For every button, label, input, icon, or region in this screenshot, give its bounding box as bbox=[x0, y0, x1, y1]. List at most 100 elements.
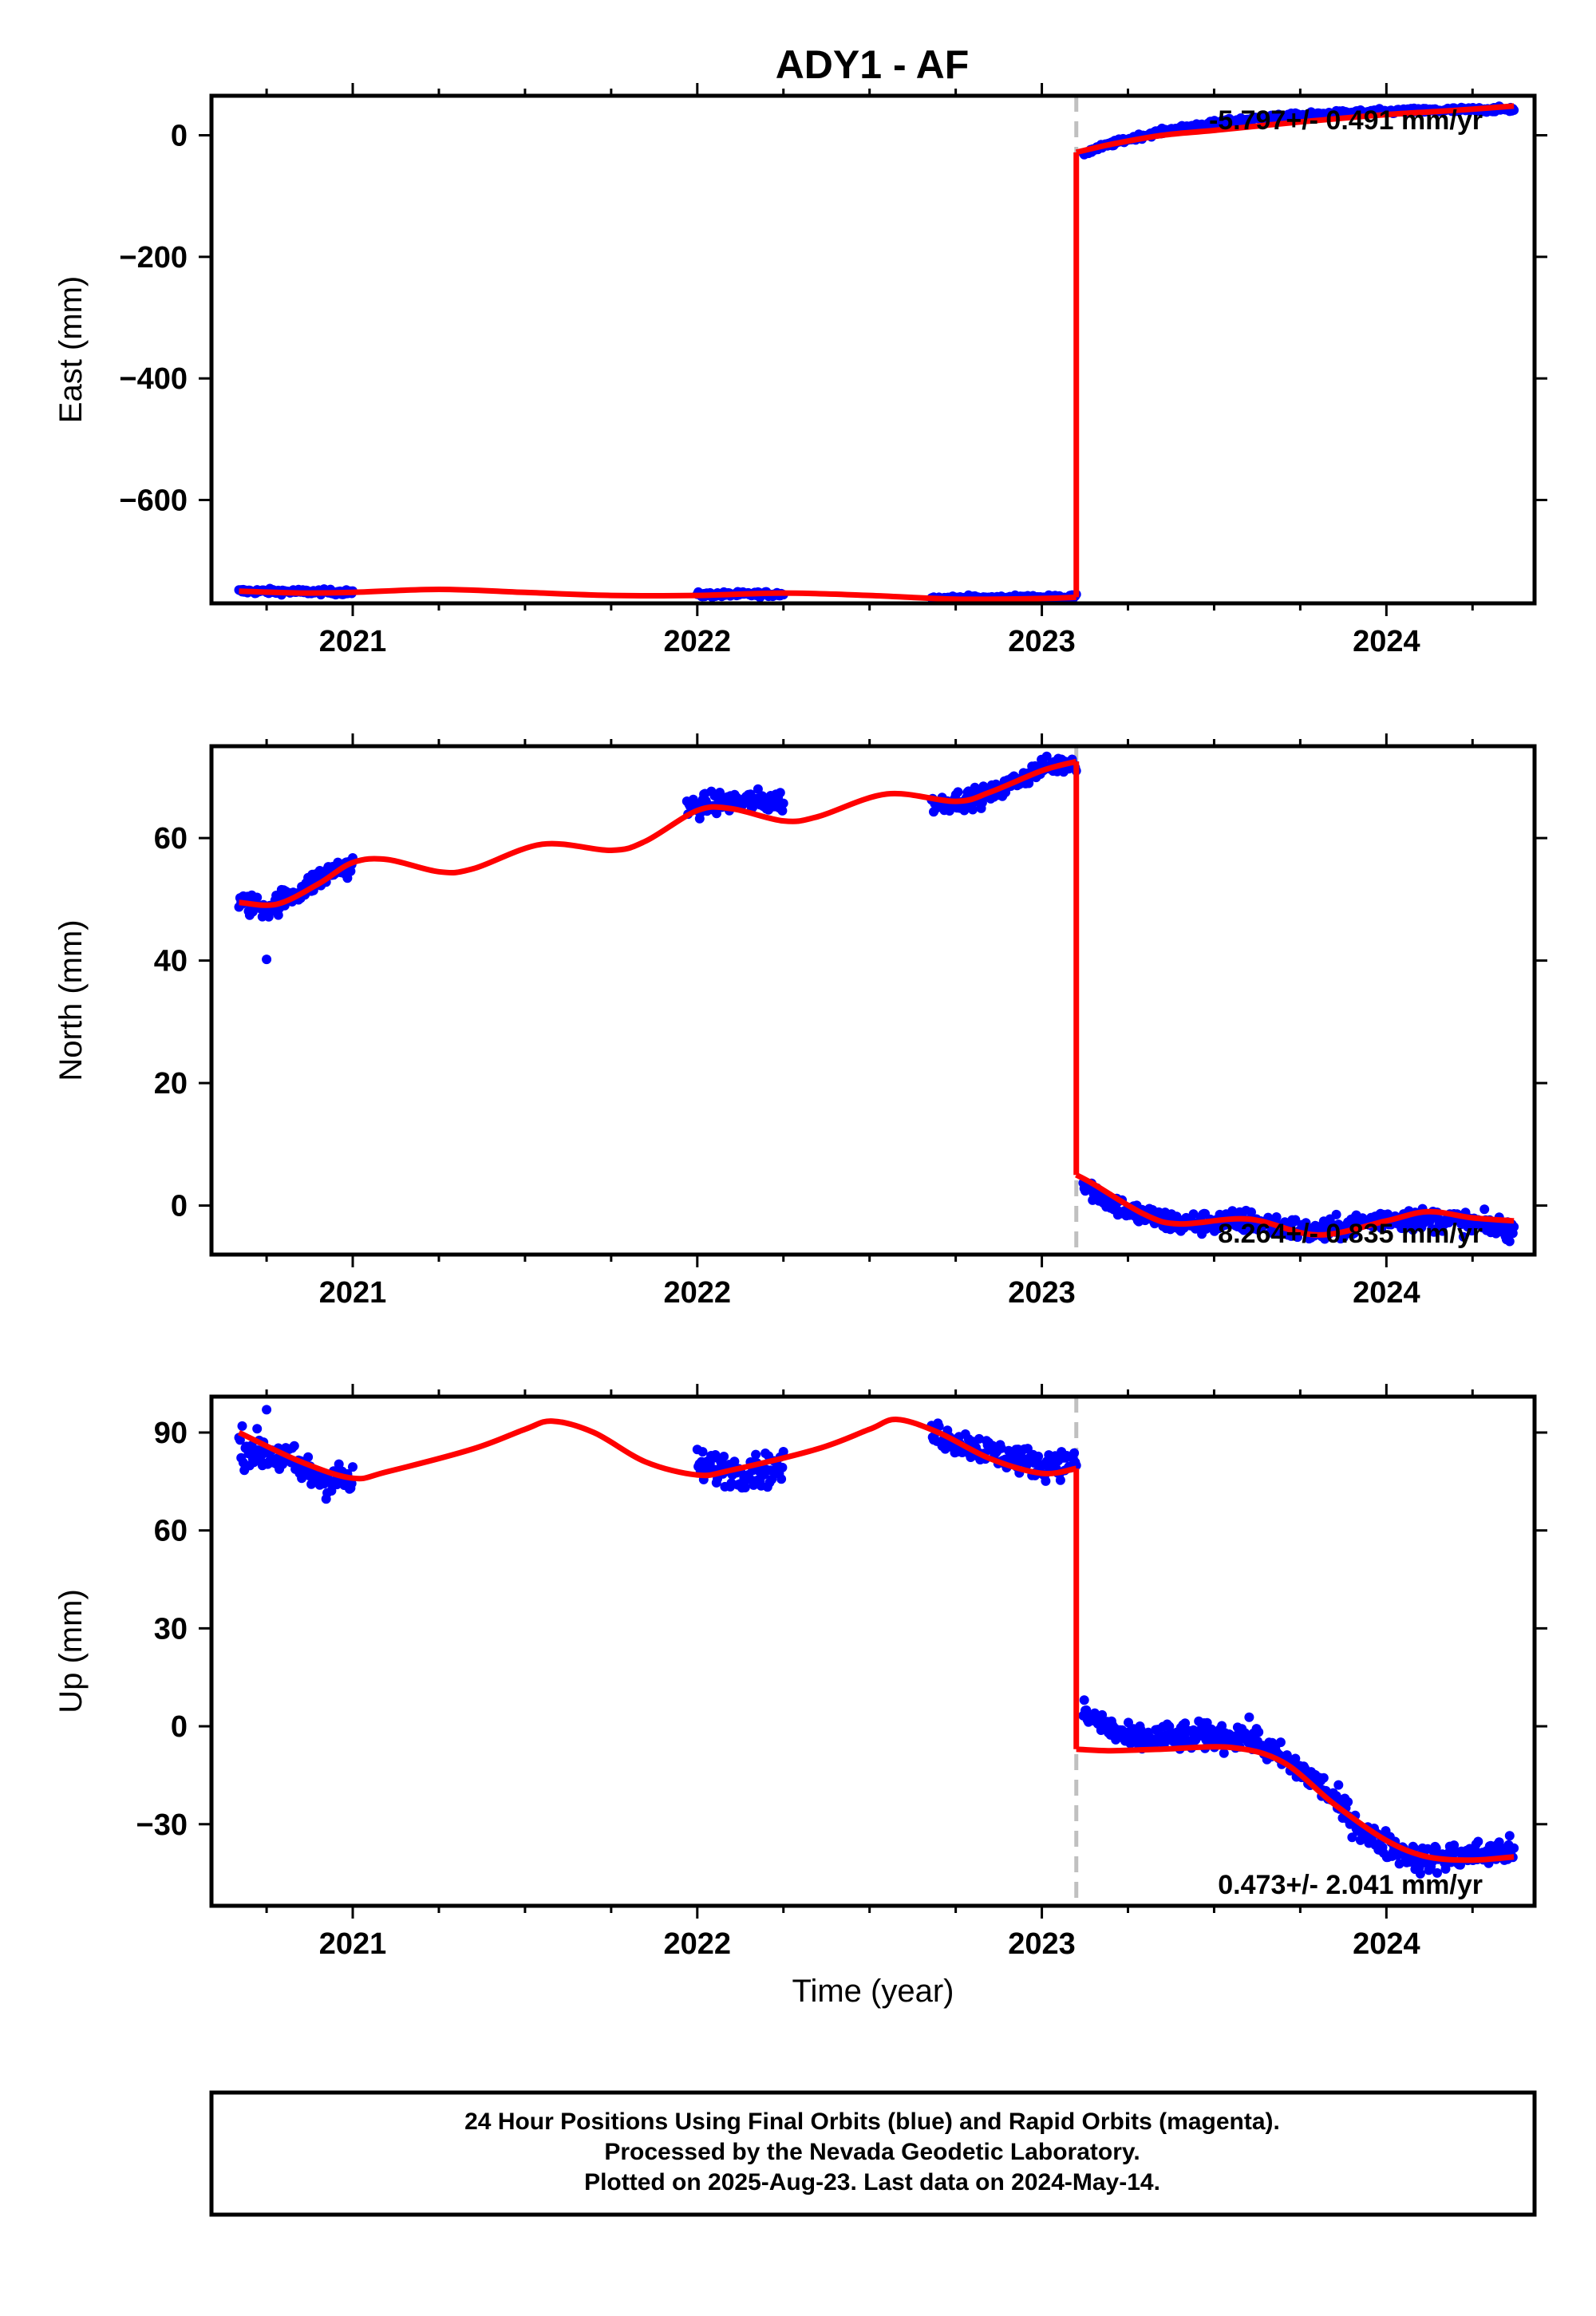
data-point bbox=[719, 1452, 729, 1461]
y-axis-label-north: North (mm) bbox=[53, 919, 89, 1081]
frame-up bbox=[209, 1394, 1537, 1908]
data-point bbox=[697, 1447, 708, 1457]
data-point bbox=[1069, 1448, 1080, 1458]
rate-annotation-north: 8.264+/- 0.835 mm/yr bbox=[1218, 1219, 1483, 1249]
data-point bbox=[1033, 1451, 1044, 1461]
x-tick-label: 2024 bbox=[1353, 1927, 1420, 1961]
data-point bbox=[778, 798, 788, 808]
data-point bbox=[1343, 1796, 1353, 1807]
x-tick-label: 2021 bbox=[319, 625, 387, 658]
y-axis-label-up: Up (mm) bbox=[53, 1589, 89, 1713]
data-point bbox=[1440, 1863, 1451, 1874]
data-point bbox=[1275, 1737, 1286, 1748]
y-tick-label: 0 bbox=[171, 1190, 188, 1223]
frame-north bbox=[209, 744, 1537, 1257]
x-axis-label: Time (year) bbox=[792, 1974, 954, 2009]
data-point bbox=[1079, 1695, 1089, 1705]
data-point bbox=[1333, 1780, 1344, 1790]
frame-east bbox=[209, 93, 1537, 606]
x-tick-label: 2023 bbox=[1008, 625, 1076, 658]
data-point bbox=[777, 805, 788, 816]
fit-line-post-up bbox=[1076, 1744, 1515, 1863]
figure-title: ADY1 - AF bbox=[776, 42, 970, 87]
data-point bbox=[334, 1459, 344, 1469]
data-point bbox=[252, 1424, 263, 1434]
data-point bbox=[1473, 1836, 1483, 1847]
tick-labels-up: 2021 2022 2023 2024 90 60 30 0 −30 bbox=[136, 1417, 1420, 1961]
data-point bbox=[1041, 751, 1052, 761]
y-axis-label-east: East (mm) bbox=[53, 276, 89, 423]
data-point bbox=[740, 1483, 750, 1492]
ticks-east bbox=[199, 83, 1547, 616]
data-point bbox=[289, 1441, 299, 1451]
x-tick-label: 2022 bbox=[664, 1927, 732, 1961]
data-point bbox=[346, 1478, 357, 1488]
x-tick-label: 2023 bbox=[1008, 1276, 1076, 1310]
y-tick-label: 60 bbox=[154, 822, 188, 856]
fit-line-post-north bbox=[1075, 1172, 1515, 1238]
fit-line-post-east bbox=[1075, 103, 1515, 156]
data-point bbox=[953, 787, 963, 797]
plot-area-up bbox=[234, 1397, 1519, 1906]
data-point bbox=[303, 1452, 314, 1462]
data-point bbox=[1479, 1204, 1490, 1215]
data-point-outlier bbox=[262, 954, 272, 965]
rate-annotation-up: 0.473+/- 2.041 mm/yr bbox=[1218, 1870, 1483, 1900]
x-tick-label: 2022 bbox=[664, 1276, 732, 1310]
x-tick-label: 2024 bbox=[1353, 1276, 1420, 1310]
ticks-up bbox=[199, 1384, 1547, 1919]
data-point bbox=[751, 1449, 761, 1460]
fit-line-pre-east bbox=[239, 587, 1077, 603]
x-tick-label: 2023 bbox=[1008, 1927, 1076, 1961]
data-point bbox=[777, 1462, 788, 1472]
data-point bbox=[1180, 1718, 1191, 1729]
data-point bbox=[1504, 1236, 1515, 1247]
data-point bbox=[1290, 1753, 1301, 1764]
x-tick-label: 2021 bbox=[319, 1276, 387, 1310]
plot-area-north bbox=[234, 746, 1519, 1255]
data-point bbox=[1504, 1831, 1515, 1841]
data-point bbox=[1432, 1867, 1442, 1878]
y-tick-label: −200 bbox=[119, 241, 188, 275]
data-point bbox=[1415, 1868, 1425, 1879]
y-tick-label: 20 bbox=[154, 1067, 188, 1101]
data-point bbox=[1509, 1843, 1519, 1853]
y-tick-label: −30 bbox=[136, 1808, 188, 1842]
x-tick-label: 2024 bbox=[1353, 625, 1420, 658]
y-tick-label: −600 bbox=[119, 484, 188, 518]
data-point bbox=[348, 1462, 358, 1472]
ticks-north bbox=[199, 733, 1547, 1267]
data-point bbox=[1509, 1222, 1519, 1232]
panel-north: 2021 2022 2023 2024 0 20 40 60 North (mm) 8.264+/… bbox=[53, 733, 1547, 1310]
data-point bbox=[1124, 1717, 1133, 1728]
fit-line-pre-up bbox=[238, 1417, 1077, 1482]
data-point-outlier bbox=[262, 1405, 272, 1415]
data-point bbox=[778, 1447, 788, 1456]
data-point bbox=[710, 1450, 721, 1460]
fit-line-pre-north bbox=[239, 758, 1077, 908]
x-tick-label: 2022 bbox=[664, 625, 732, 658]
data-point bbox=[1246, 1207, 1256, 1217]
data-point bbox=[252, 892, 263, 903]
data-point bbox=[753, 784, 763, 794]
tick-labels-east: 2021 2022 2023 2024 0 −200 −400 −600 bbox=[119, 120, 1420, 658]
tick-labels-north: 2021 2022 2023 2024 0 20 40 60 bbox=[154, 822, 1420, 1310]
data-point bbox=[712, 808, 721, 819]
y-tick-label: 60 bbox=[154, 1515, 188, 1548]
data-point bbox=[1041, 1476, 1051, 1486]
data-point bbox=[775, 788, 785, 798]
data-point bbox=[996, 1443, 1006, 1453]
footer-box: 24 Hour Positions Using Final Orbits (bl… bbox=[209, 2090, 1537, 2217]
data-point bbox=[729, 1456, 740, 1467]
plot-area-east bbox=[234, 96, 1519, 603]
y-tick-label: 90 bbox=[154, 1417, 188, 1450]
data-point bbox=[1188, 1209, 1199, 1219]
y-tick-label: 0 bbox=[171, 1710, 188, 1744]
data-point bbox=[1055, 1475, 1065, 1485]
data-point bbox=[1318, 1773, 1329, 1783]
data-point bbox=[1347, 1832, 1357, 1843]
data-point bbox=[235, 1435, 245, 1445]
x-tick-label: 2021 bbox=[319, 1927, 387, 1961]
rate-annotation-east: -5.797+/- 0.491 mm/yr bbox=[1209, 105, 1483, 136]
y-tick-label: 0 bbox=[171, 120, 188, 153]
